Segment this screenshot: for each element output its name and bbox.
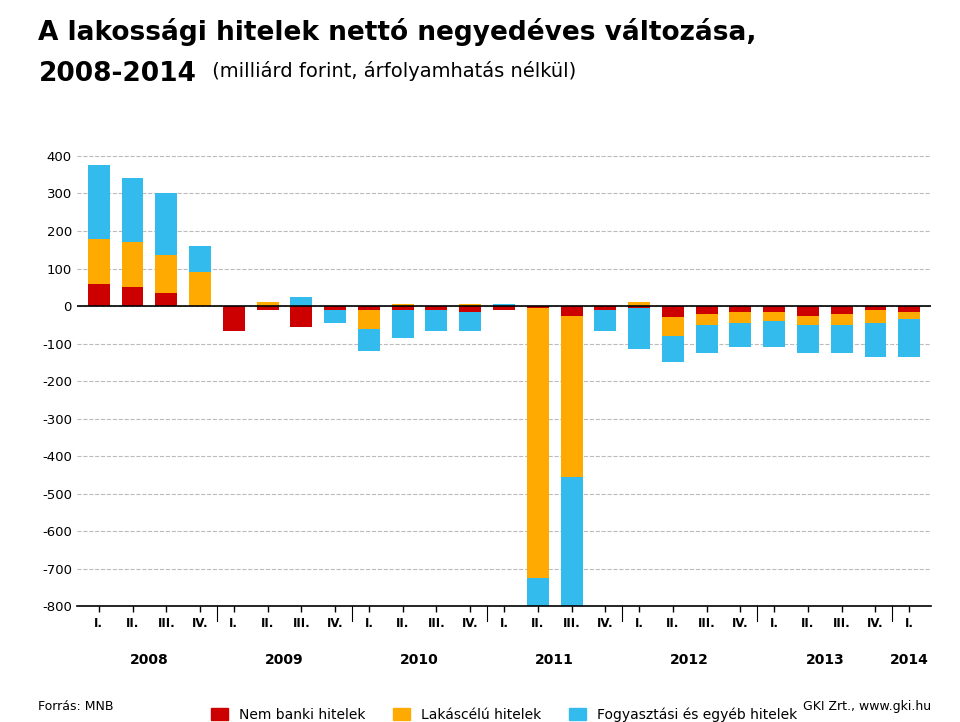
Text: 2013: 2013 (805, 653, 844, 667)
Bar (223, 306, 245, 331)
Bar (730, 323, 752, 347)
Bar (87, 284, 109, 306)
Bar (797, 306, 819, 316)
Bar (865, 323, 886, 357)
Bar (425, 306, 447, 310)
Bar (459, 304, 481, 306)
Bar (156, 256, 178, 293)
Bar (661, 306, 684, 318)
Bar (87, 238, 109, 284)
Bar (324, 310, 347, 323)
Bar (291, 297, 312, 306)
Text: 2008-2014: 2008-2014 (38, 61, 196, 87)
Bar (122, 178, 143, 243)
Bar (459, 306, 481, 312)
Bar (358, 310, 380, 329)
Text: Forrás: MNB: Forrás: MNB (38, 700, 114, 713)
Bar (899, 319, 921, 357)
Bar (628, 306, 650, 308)
Bar (358, 306, 380, 310)
Bar (561, 316, 583, 477)
Text: 2012: 2012 (670, 653, 709, 667)
Bar (797, 316, 819, 325)
Bar (830, 306, 852, 313)
Bar (527, 306, 549, 308)
Legend: Nem banki hitelek, Lakáscélú hitelek, Fogyasztási és egyéb hitelek: Nem banki hitelek, Lakáscélú hitelek, Fo… (211, 707, 797, 721)
Bar (899, 312, 921, 319)
Bar (865, 306, 886, 310)
Bar (763, 321, 785, 347)
Bar (324, 306, 347, 310)
Bar (256, 306, 278, 310)
Bar (797, 325, 819, 353)
Bar (730, 312, 752, 323)
Bar (122, 287, 143, 306)
Bar (696, 313, 718, 325)
Bar (763, 312, 785, 321)
Bar (830, 325, 852, 353)
Text: 2009: 2009 (265, 653, 303, 667)
Bar (425, 310, 447, 331)
Bar (661, 318, 684, 336)
Bar (696, 306, 718, 313)
Bar (527, 308, 549, 578)
Bar (256, 303, 278, 306)
Bar (628, 308, 650, 349)
Bar (763, 306, 785, 312)
Bar (628, 303, 650, 306)
Bar (594, 306, 616, 310)
Text: (milliárd forint, árfolyamhatás nélkül): (milliárd forint, árfolyamhatás nélkül) (206, 61, 577, 82)
Bar (493, 306, 515, 310)
Bar (189, 246, 211, 272)
Bar (392, 306, 414, 310)
Text: A lakossági hitelek nettó negyedéves változása,: A lakossági hitelek nettó negyedéves vál… (38, 18, 756, 46)
Bar (156, 293, 178, 306)
Bar (156, 193, 178, 256)
Bar (493, 304, 515, 306)
Bar (561, 477, 583, 713)
Text: 2010: 2010 (400, 653, 439, 667)
Bar (459, 312, 481, 331)
Text: 2008: 2008 (130, 653, 169, 667)
Bar (527, 578, 549, 722)
Bar (358, 329, 380, 351)
Bar (392, 310, 414, 338)
Bar (291, 306, 312, 327)
Text: 2014: 2014 (890, 653, 928, 667)
Text: 2011: 2011 (536, 653, 574, 667)
Bar (730, 306, 752, 312)
Bar (865, 310, 886, 323)
Bar (594, 310, 616, 331)
Bar (899, 306, 921, 312)
Text: GKI Zrt., www.gki.hu: GKI Zrt., www.gki.hu (804, 700, 931, 713)
Bar (392, 304, 414, 306)
Bar (830, 313, 852, 325)
Bar (696, 325, 718, 353)
Bar (661, 336, 684, 362)
Bar (87, 165, 109, 238)
Bar (561, 306, 583, 316)
Bar (122, 243, 143, 287)
Bar (189, 272, 211, 306)
